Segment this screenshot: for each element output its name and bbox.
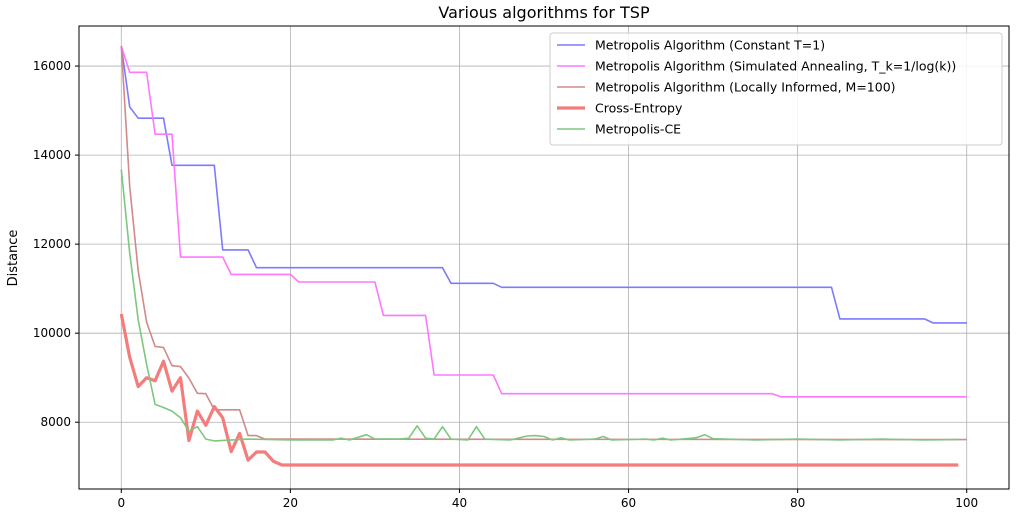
x-tick-label: 60 — [621, 496, 636, 510]
legend-label-0: Metropolis Algorithm (Constant T=1) — [595, 38, 825, 53]
axis-ticks: 0 20 40 60 80 100 8000 10000 12000 14000 16000 — [33, 59, 978, 510]
y-axis-label: Distance — [6, 230, 21, 287]
legend-label-2: Metropolis Algorithm (Locally Informed, … — [595, 80, 896, 95]
series-line-4 — [120, 169, 959, 442]
y-tick-label: 12000 — [33, 237, 71, 251]
chart-title: Various algorithms for TSP — [438, 3, 650, 22]
legend-label-1: Metropolis Algorithm (Simulated Annealin… — [595, 59, 956, 74]
x-tick-label: 40 — [452, 496, 467, 510]
series-lines — [119, 45, 967, 467]
legend-label-3: Cross-Entropy — [595, 101, 683, 116]
series-line-2 — [120, 45, 967, 441]
legend-box — [549, 32, 1003, 146]
y-tick-label: 8000 — [40, 415, 71, 429]
y-tick-label: 10000 — [33, 326, 71, 340]
x-tick-label: 20 — [283, 496, 298, 510]
y-tick-label: 16000 — [33, 59, 71, 73]
x-tick-label: 80 — [790, 496, 805, 510]
x-tick-label: 0 — [117, 496, 125, 510]
x-tick-label: 100 — [955, 496, 978, 510]
y-tick-label: 14000 — [33, 148, 71, 162]
series-line-0 — [120, 45, 967, 324]
plot-frame — [78, 25, 1010, 490]
legend-label-4: Metropolis-CE — [595, 122, 681, 137]
series-line-3 — [119, 313, 959, 467]
series-line-1 — [120, 45, 967, 398]
legend: Metropolis Algorithm (Constant T=1) Metro… — [549, 32, 1003, 146]
